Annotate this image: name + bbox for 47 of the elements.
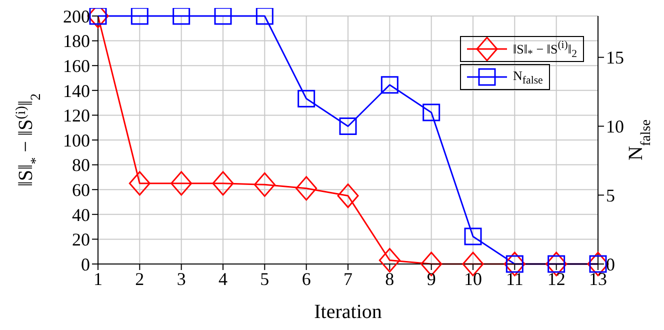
y-tick-label: 100 bbox=[63, 130, 90, 150]
point bbox=[298, 90, 316, 108]
x-tick-label: 4 bbox=[218, 268, 228, 289]
x-axis-title: Iteration bbox=[314, 301, 382, 323]
legend-label: N$_{false}$ bbox=[513, 68, 543, 86]
x-tick-label: 1 bbox=[94, 268, 102, 289]
point bbox=[380, 76, 398, 94]
point bbox=[464, 228, 482, 246]
y-tick-label: 160 bbox=[63, 56, 90, 76]
x-tick-label: 2 bbox=[135, 268, 144, 289]
y2-tick-label: 5 bbox=[606, 186, 615, 206]
y-tick-label: 60 bbox=[72, 180, 90, 200]
legend-label: ‖S‖$_{*}$ − ‖S$^{(i)}$‖$_{2}$ bbox=[513, 38, 577, 60]
point bbox=[212, 171, 234, 196]
point bbox=[422, 104, 440, 122]
y-tick-label: 80 bbox=[72, 155, 90, 176]
y2-tick-label: 0 bbox=[606, 254, 615, 274]
x-tick-label: 3 bbox=[176, 268, 186, 289]
x-tick-label: 7 bbox=[344, 268, 352, 289]
x-tick-label: 6 bbox=[302, 268, 311, 289]
y-tick-label: 0 bbox=[81, 254, 90, 274]
x-tick-label: 9 bbox=[426, 268, 436, 289]
y-tick-label: 120 bbox=[63, 106, 90, 126]
point bbox=[214, 8, 232, 25]
y-tick-label: 20 bbox=[72, 230, 90, 250]
point bbox=[172, 8, 190, 25]
point bbox=[130, 8, 148, 25]
point bbox=[378, 248, 400, 273]
y-tick-label: 180 bbox=[63, 31, 90, 52]
point bbox=[296, 176, 318, 201]
point bbox=[254, 172, 276, 197]
y2-tick-label: 15 bbox=[606, 48, 624, 68]
point bbox=[128, 171, 150, 196]
point bbox=[256, 8, 274, 25]
point bbox=[337, 184, 359, 208]
x-tick-label: 12 bbox=[547, 268, 566, 289]
x-tick-label: 5 bbox=[260, 268, 270, 289]
y-tick-label: 140 bbox=[63, 80, 90, 101]
y-tick-label: 40 bbox=[72, 204, 90, 225]
y-tick-label: 200 bbox=[63, 6, 90, 26]
x-tick-label: 10 bbox=[464, 268, 482, 289]
y2-tick-label: 10 bbox=[606, 116, 624, 137]
point bbox=[339, 117, 357, 135]
x-tick-label: 13 bbox=[589, 268, 607, 289]
point bbox=[170, 171, 192, 196]
x-tick-label: 11 bbox=[506, 268, 524, 289]
x-tick-label: 8 bbox=[385, 268, 394, 289]
